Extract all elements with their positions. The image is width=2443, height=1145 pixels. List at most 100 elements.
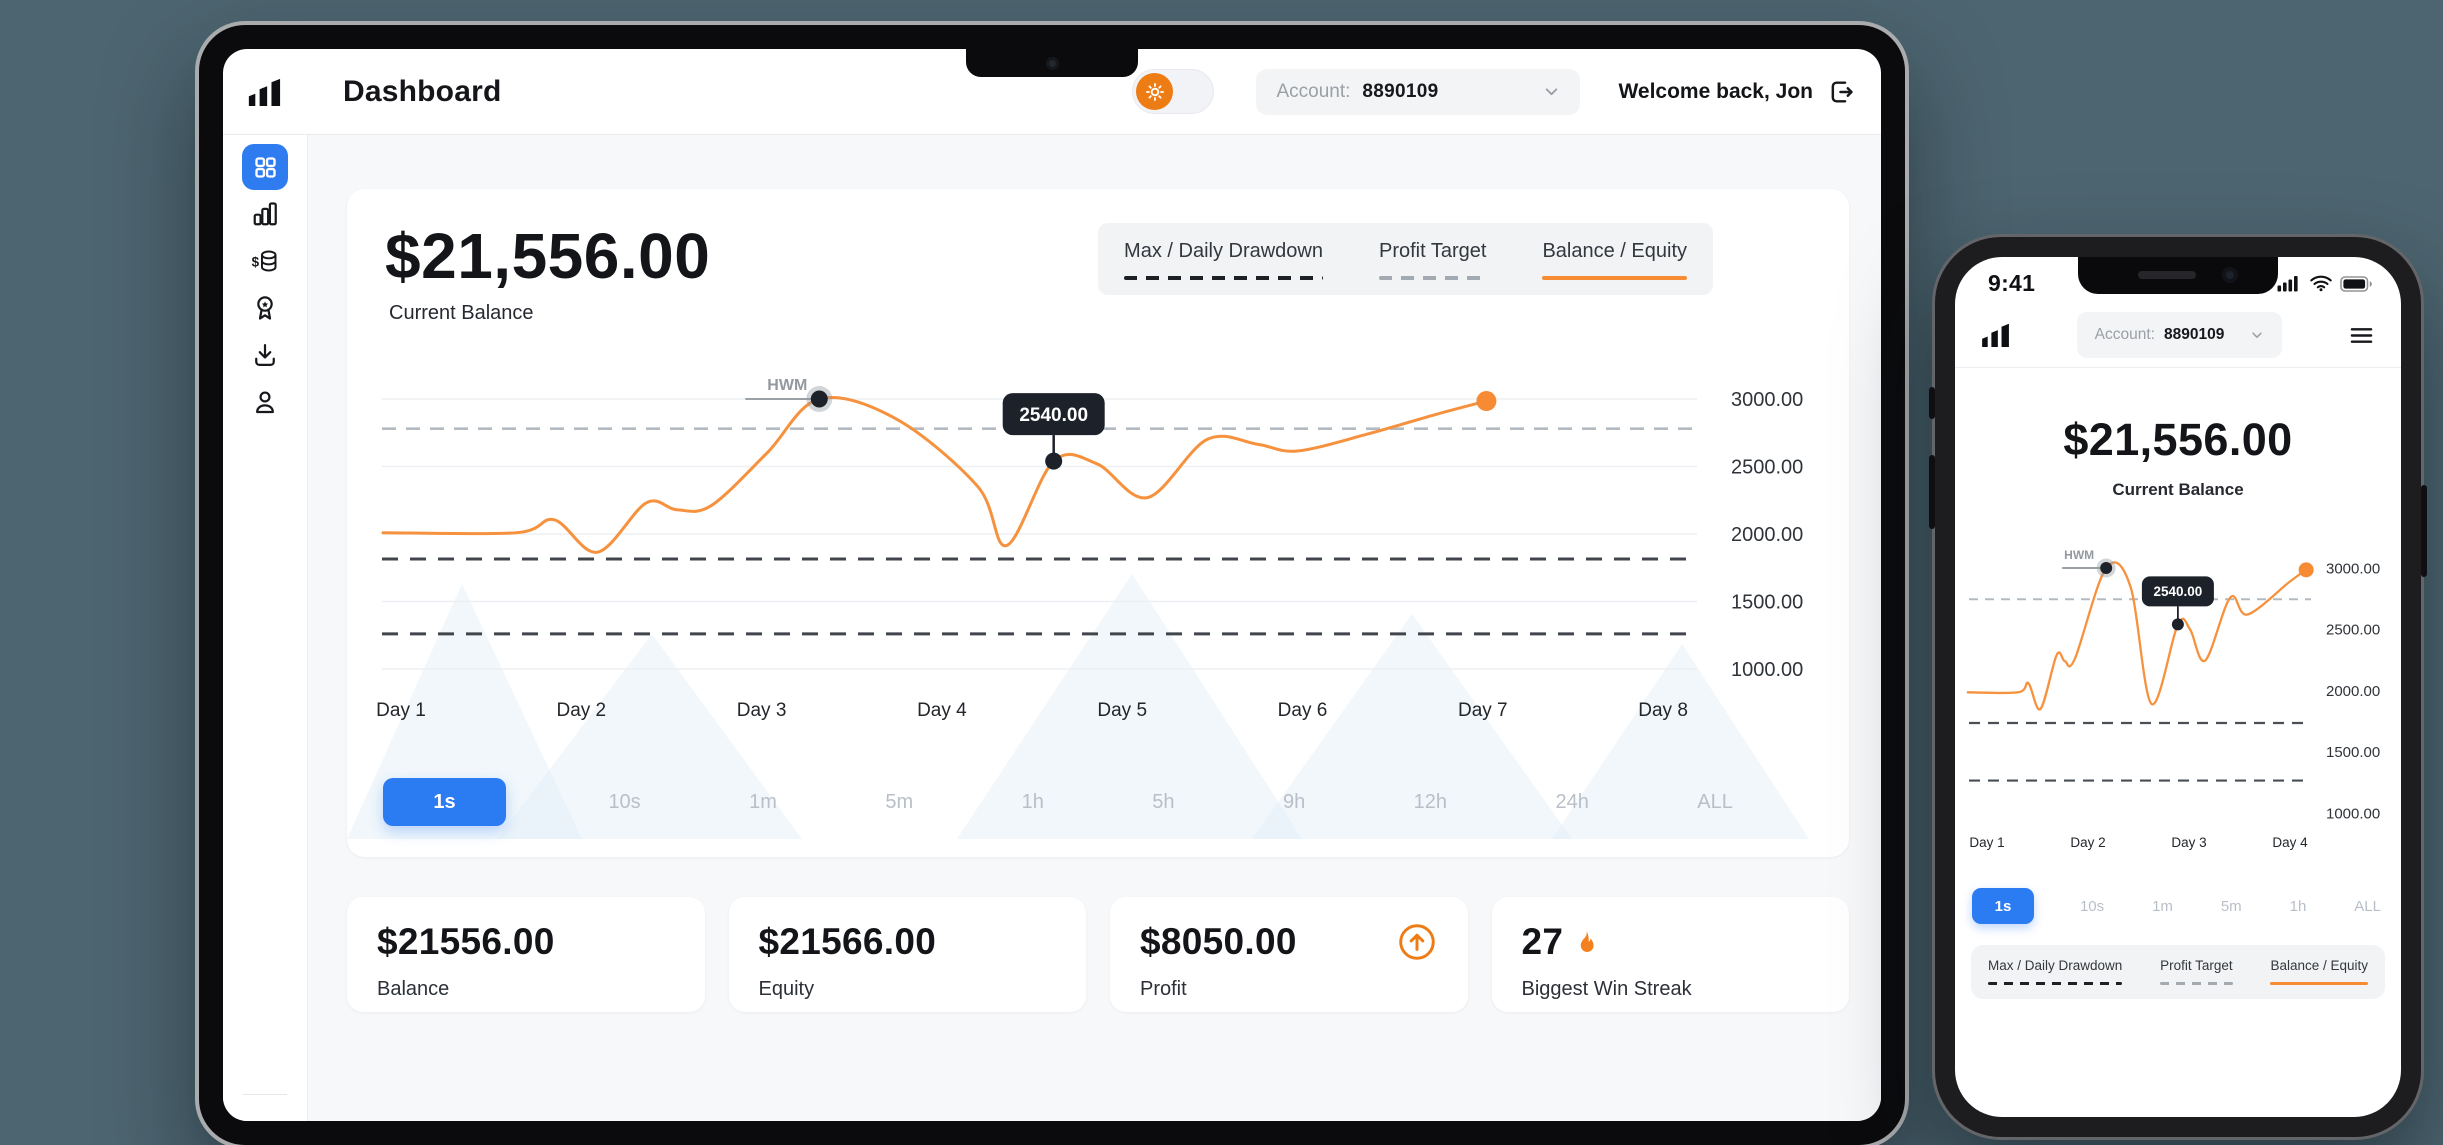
balance-equity-chart: 3000.00 2500.00 2000.00 1500.00 1000.00 Day 1… [1966, 548, 2380, 850]
chart-tooltip [2141, 576, 2214, 607]
welcome-block: Welcome back, Jon [1618, 78, 1855, 106]
timeframe-5m[interactable]: 5m [879, 791, 919, 814]
x-axis-tick: Day 4 [2272, 835, 2308, 850]
menu-icon[interactable] [2348, 322, 2375, 349]
tablet-body: $ $21,556.00 Current Balance Max / Daily… [223, 135, 1881, 1121]
balance-line [1966, 561, 2308, 711]
tablet-camera-icon [1045, 56, 1059, 70]
stat-value: $21556.00 [377, 921, 555, 962]
stat-label: Biggest Win Streak [1521, 978, 1692, 1000]
x-axis-tick: Day 5 [1097, 700, 1147, 721]
tablet-camera-notch [966, 49, 1138, 77]
phone-volume-button [1929, 455, 1935, 529]
sun-icon [1145, 82, 1164, 101]
timeframe-1m[interactable]: 1m [2152, 897, 2173, 915]
account-select[interactable]: Account: 8890109 [2076, 312, 2283, 358]
timeframe-1h[interactable]: 1h [2289, 897, 2307, 915]
svg-text:$: $ [252, 254, 260, 269]
account-number: 8890109 [1362, 80, 1439, 102]
stat-card-profit: $8050.00 Profit [1110, 897, 1468, 1012]
download-icon [255, 343, 275, 367]
legend-item-balance-equity[interactable]: Balance / Equity [2270, 958, 2368, 985]
legend-line-sample [1542, 276, 1687, 280]
timeframe-selector: 1s 10s 1m 5m 1h 5h 9h 12h 24h ALL [383, 777, 1739, 827]
status-time: 9:41 [1988, 270, 2036, 296]
stat-label: Profit [1140, 978, 1187, 1000]
stat-card-balance: $21556.00 Balance [347, 897, 705, 1012]
app-logo-icon [248, 78, 281, 106]
phone-header: Account: 8890109 [1955, 303, 2401, 368]
phone-power-button [2421, 485, 2427, 577]
chart-legend: Max / Daily Drawdown Profit Target Balance… [1971, 945, 2385, 999]
tablet-device: Dashboard Account: 8890109 [199, 25, 1905, 1145]
logout-icon[interactable] [1827, 78, 1855, 106]
current-balance-value: $21,556.00 [385, 220, 711, 292]
app-logo [223, 78, 307, 106]
sidebar-item-user[interactable] [242, 379, 288, 425]
timeframe-all[interactable]: ALL [1691, 791, 1739, 814]
stat-value: $21566.00 [758, 921, 937, 962]
legend-label: Balance / Equity [1542, 240, 1687, 262]
legend-line-sample [1124, 276, 1323, 280]
legend-label: Profit Target [2160, 958, 2233, 973]
flame-icon [1573, 927, 1600, 958]
timeframe-10s[interactable]: 10s [2079, 897, 2105, 915]
legend-item-max-daily-drawdown[interactable]: Max / Daily Drawdown [1124, 240, 1323, 280]
sidebar-item-dashboard-grid[interactable] [242, 144, 288, 190]
timeframe-1s[interactable]: 1s [1972, 888, 2034, 924]
balance-line [381, 396, 1488, 554]
legend-item-balance-equity[interactable]: Balance / Equity [1542, 240, 1687, 280]
latest-point-marker[interactable] [2298, 562, 2314, 578]
legend-item-profit-target[interactable]: Profit Target [1379, 240, 1487, 280]
sidebar-item-bar-chart[interactable] [242, 191, 288, 237]
theme-toggle[interactable] [1132, 69, 1215, 114]
timeframe-9h[interactable]: 9h [1277, 791, 1311, 814]
user-icon [256, 391, 274, 414]
phone-speaker-icon [2138, 271, 2196, 279]
tooltip-value: 2540.00 [2153, 584, 2202, 599]
sidebar-item-coins[interactable]: $ [242, 238, 288, 284]
wifi-icon [2309, 275, 2333, 292]
stats-row: $21556.00 Balance $21566.00 Equity $8050.00 P… [347, 897, 1849, 1012]
stat-card-equity: $21566.00 Equity [728, 897, 1086, 1012]
legend-label: Max / Daily Drawdown [1988, 958, 2123, 973]
signal-icon [2277, 275, 2302, 292]
timeframe-all[interactable]: ALL [2354, 897, 2381, 915]
sidebar-item-award[interactable] [242, 285, 288, 331]
account-select[interactable]: Account: 8890109 [1256, 68, 1581, 115]
y-axis-tick: 2500.00 [2326, 622, 2380, 639]
legend-item-max-daily-drawdown[interactable]: Max / Daily Drawdown [1988, 958, 2123, 985]
account-label: Account: [2094, 326, 2155, 343]
timeframe-1h[interactable]: 1h [1016, 791, 1050, 814]
timeframe-selector: 1s 10s 1m 5m 1h ALL [1972, 888, 2383, 924]
timeframe-1s[interactable]: 1s [383, 778, 506, 826]
timeframe-12h[interactable]: 12h [1408, 791, 1453, 814]
timeframe-1m[interactable]: 1m [743, 791, 783, 814]
timeframe-5h[interactable]: 5h [1146, 791, 1180, 814]
timeframe-24h[interactable]: 24h [1549, 791, 1594, 814]
main-content: $21,556.00 Current Balance Max / Daily D… [308, 135, 1881, 1121]
hwm-marker[interactable] [810, 390, 828, 408]
timeframe-5m[interactable]: 5m [2220, 897, 2242, 915]
tablet-screen: Dashboard Account: 8890109 [223, 49, 1881, 1121]
phone-device: 9:41 Account: 8890109 [1929, 237, 2427, 1137]
timeframe-10s[interactable]: 10s [602, 791, 646, 814]
sidebar-item-download[interactable] [242, 332, 288, 378]
x-axis-tick: Day 4 [917, 700, 967, 721]
current-balance-label: Current Balance [389, 302, 534, 325]
y-axis-tick: 2000.00 [2326, 683, 2380, 700]
tooltip-marker[interactable] [1045, 452, 1063, 470]
chart-card-top: $21,556.00 Current Balance Max / Daily D… [385, 220, 1811, 325]
x-axis-tick: Day 3 [2171, 835, 2206, 850]
account-number: 8890109 [2163, 326, 2225, 343]
legend-label: Max / Daily Drawdown [1124, 240, 1323, 262]
stat-value: 27 [1521, 921, 1564, 962]
x-axis-tick: Day 1 [1969, 835, 2004, 850]
stage: Dashboard Account: 8890109 [199, 25, 2427, 1145]
legend-item-profit-target[interactable]: Profit Target [2160, 958, 2233, 985]
tooltip-marker[interactable] [2171, 618, 2184, 631]
x-axis-tick: Day 6 [1278, 700, 1328, 721]
hwm-marker[interactable] [2100, 562, 2113, 574]
stat-card-biggest-win-streak: 27 Biggest Win Streak [1491, 897, 1849, 1012]
latest-point-marker[interactable] [1476, 391, 1497, 412]
